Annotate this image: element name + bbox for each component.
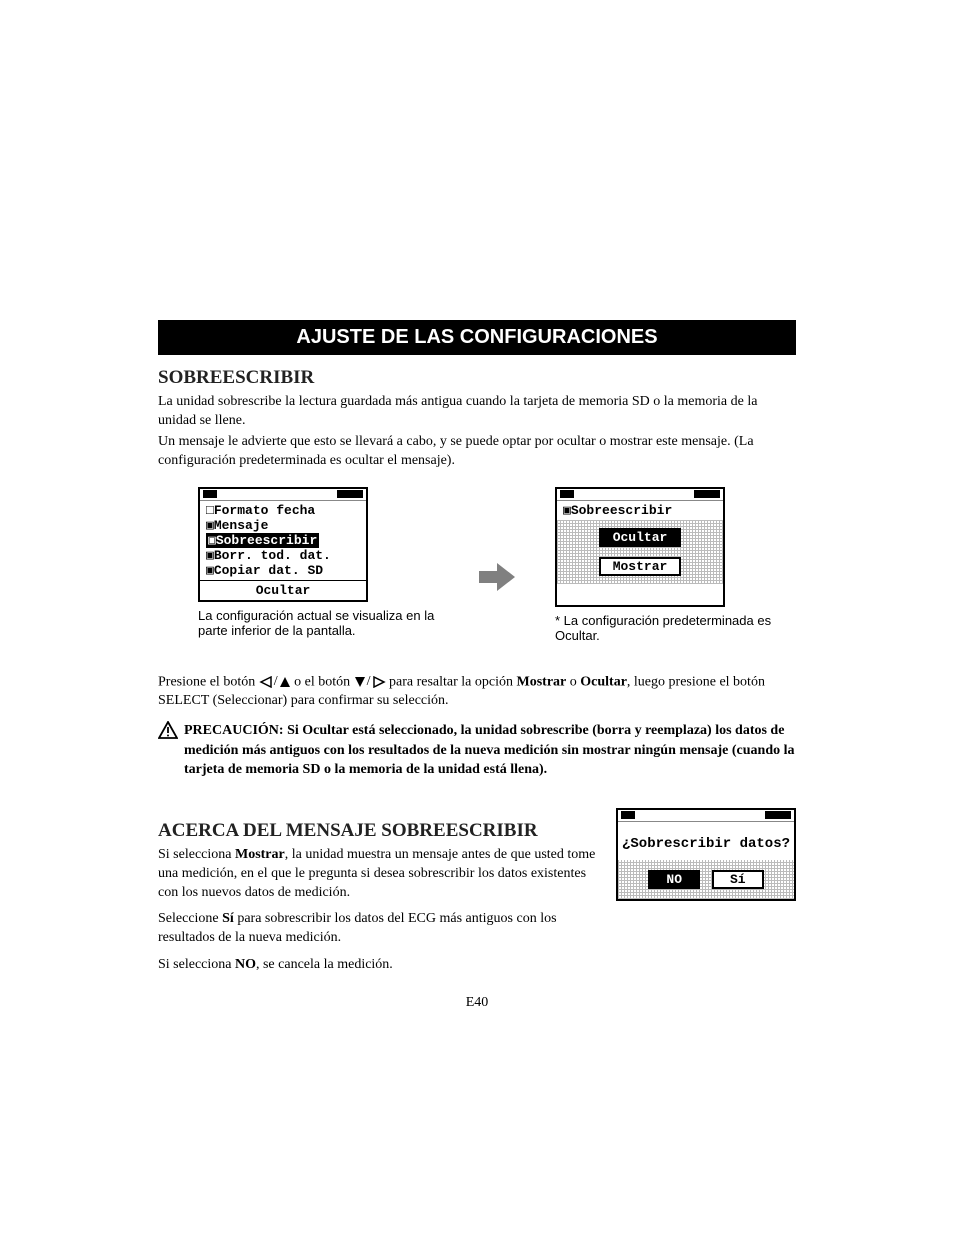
lcd-confirm-question: ¿Sobrescribir datos? <box>618 822 794 860</box>
text-bold: Mostrar <box>517 674 567 689</box>
caution-label: PRECAUCIÓN: <box>184 723 284 738</box>
para-1: La unidad sobrescribe la lectura guardad… <box>158 393 796 431</box>
lcd-title-text: Sobreescribir <box>571 503 672 518</box>
left-up-button-icon: / <box>259 673 291 692</box>
text: Si selecciona <box>158 957 235 972</box>
menu-item-label: Copiar dat. SD <box>214 563 323 578</box>
section-overwrite-message: ACERCA DEL MENSAJE SOBREESCRIBIR Si sele… <box>158 808 796 977</box>
status-icon <box>337 490 363 498</box>
para-2: Un mensaje le advierte que esto se lleva… <box>158 433 796 471</box>
text: Si selecciona <box>158 847 235 862</box>
text: Seleccione <box>158 911 222 926</box>
lcd-right-caption: * La configuración predeterminada es Ocu… <box>555 613 796 643</box>
screens-row: □Formato fecha ▣Mensaje ▣Sobreescribir ▣… <box>158 487 796 643</box>
menu-item-label: Borr. tod. dat. <box>214 548 331 563</box>
menu-item: ▣Borr. tod. dat. <box>204 548 362 563</box>
lcd-title: ▣Sobreescribir <box>557 501 723 520</box>
warning-icon <box>158 721 178 780</box>
section-heading-sobreescribir: SOBREESCRIBIR <box>158 367 796 389</box>
lcd-status-bar <box>557 489 723 501</box>
lcd-menu-body: □Formato fecha ▣Mensaje ▣Sobreescribir ▣… <box>200 501 366 580</box>
menu-item-selected: ▣Sobreescribir <box>204 533 362 548</box>
menu-item: ▣Mensaje <box>204 518 362 533</box>
page: AJUSTE DE LAS CONFIGURACIONES SOBREESCRI… <box>0 0 954 1235</box>
lcd-status-bar <box>618 810 794 822</box>
lcd-left-col: □Formato fecha ▣Mensaje ▣Sobreescribir ▣… <box>198 487 439 638</box>
lcd-option-mostrar: Mostrar <box>599 557 682 576</box>
text-bold: Mostrar <box>235 847 285 862</box>
lcd-menu: □Formato fecha ▣Mensaje ▣Sobreescribir ▣… <box>198 487 368 602</box>
text: Presione el botón <box>158 674 259 689</box>
page-number: E40 <box>158 995 796 1011</box>
menu-item: ▣Copiar dat. SD <box>204 563 362 578</box>
lcd-btn-no: NO <box>648 870 700 889</box>
status-icon <box>621 811 635 819</box>
menu-item-label: Mensaje <box>214 518 269 533</box>
section2-text: ACERCA DEL MENSAJE SOBREESCRIBIR Si sele… <box>158 808 598 977</box>
text: o <box>566 674 580 689</box>
lcd-confirm: ¿Sobrescribir datos? NO Sí <box>616 808 796 901</box>
text: , se cancela la medición. <box>256 957 393 972</box>
text-bold: Sí <box>222 911 234 926</box>
lcd-confirm-buttons: NO Sí <box>618 860 794 899</box>
lcd-footer: Ocultar <box>200 580 366 600</box>
lcd-status-bar <box>200 489 366 501</box>
lcd-left-caption: La configuración actual se visualiza en … <box>198 608 439 638</box>
caution-text: PRECAUCIÓN: Si Ocultar está seleccionado… <box>184 721 796 780</box>
status-icon <box>560 490 574 498</box>
down-right-button-icon: / <box>354 673 386 692</box>
lcd-overwrite: ▣Sobreescribir Ocultar Mostrar <box>555 487 725 607</box>
text-bold: Ocultar <box>580 674 627 689</box>
menu-item-label: Formato fecha <box>214 503 315 518</box>
para: Seleccione Sí para sobrescribir los dato… <box>158 910 598 948</box>
menu-item: □Formato fecha <box>204 503 362 518</box>
lcd-right-col: ▣Sobreescribir Ocultar Mostrar * La conf… <box>555 487 796 643</box>
para: Si selecciona NO, se cancela la medición… <box>158 956 598 975</box>
lcd-option-ocultar: Ocultar <box>599 528 682 547</box>
arrow-right-icon <box>479 563 515 596</box>
status-icon <box>203 490 217 498</box>
status-icon <box>765 811 791 819</box>
text-bold: NO <box>235 957 256 972</box>
section-heading-acerca: ACERCA DEL MENSAJE SOBREESCRIBIR <box>158 820 598 842</box>
lcd-btn-yes: Sí <box>712 870 764 889</box>
lcd-option-area: Ocultar Mostrar <box>557 520 723 584</box>
text: o el botón <box>294 674 354 689</box>
instruction-text: Presione el botón / o el botón / para re… <box>158 673 796 711</box>
text: para resaltar la opción <box>389 674 517 689</box>
page-banner: AJUSTE DE LAS CONFIGURACIONES <box>158 320 796 355</box>
menu-item-label: Sobreescribir <box>216 533 317 548</box>
caution-block: PRECAUCIÓN: Si Ocultar está seleccionado… <box>158 721 796 780</box>
para: Si selecciona Mostrar, la unidad muestra… <box>158 846 598 903</box>
status-icon <box>694 490 720 498</box>
